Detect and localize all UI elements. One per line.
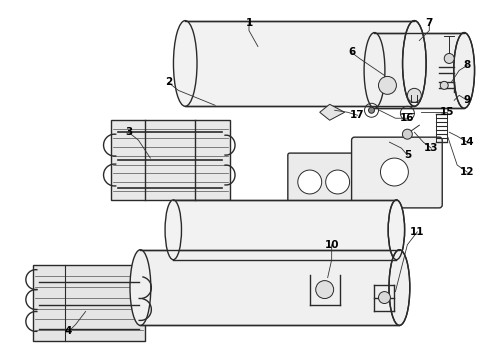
Text: 15: 15 [440,107,454,117]
Circle shape [298,170,322,194]
Ellipse shape [454,32,474,108]
Circle shape [407,88,421,102]
Bar [374,32,464,108]
Text: 13: 13 [424,143,439,153]
Ellipse shape [165,200,181,260]
FancyBboxPatch shape [288,153,357,214]
Text: 11: 11 [410,227,424,237]
Text: 6: 6 [348,48,355,58]
Bar [111,120,230,200]
Ellipse shape [364,32,385,108]
Circle shape [440,81,448,89]
Ellipse shape [403,21,426,106]
Text: 2: 2 [165,77,172,87]
Text: 17: 17 [350,110,365,120]
Ellipse shape [389,250,410,325]
Bar [33,265,146,341]
Circle shape [444,54,454,63]
Circle shape [378,292,391,303]
Ellipse shape [388,200,405,260]
Text: 1: 1 [245,18,253,28]
Bar [173,200,396,260]
Ellipse shape [173,21,197,106]
Text: 16: 16 [400,113,415,123]
Circle shape [378,76,396,94]
Circle shape [380,158,408,186]
Text: 9: 9 [464,95,471,105]
Circle shape [316,280,334,298]
Text: 7: 7 [426,18,433,28]
Circle shape [402,129,413,139]
Bar [141,250,399,325]
Circle shape [368,107,374,113]
Text: 4: 4 [65,327,73,336]
FancyBboxPatch shape [352,137,442,208]
Text: 12: 12 [460,167,474,177]
Text: 10: 10 [324,240,339,250]
Ellipse shape [130,250,151,325]
Text: 8: 8 [464,60,471,71]
Circle shape [326,170,349,194]
Bar [185,21,415,106]
Text: 5: 5 [404,150,411,160]
Text: 14: 14 [460,137,474,147]
Text: 3: 3 [125,127,132,137]
Polygon shape [319,104,344,120]
